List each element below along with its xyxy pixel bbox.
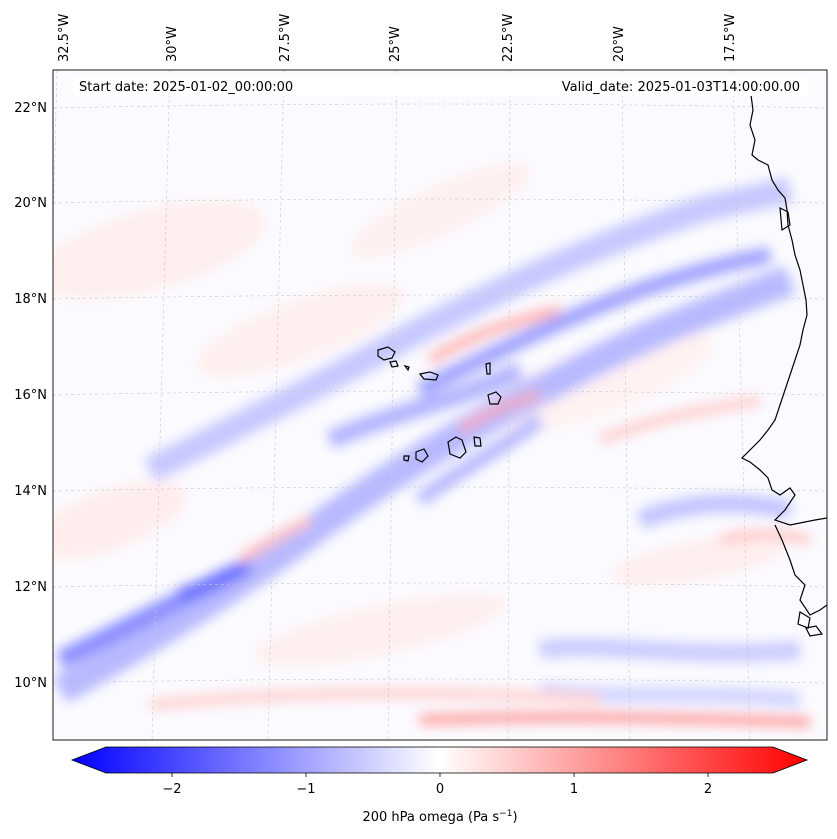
cape-verde-islands bbox=[377, 346, 502, 463]
lon-label-22-5w: 22.5°W bbox=[501, 14, 516, 62]
colorbar-tick-neg1: −1 bbox=[296, 782, 315, 797]
colorbar-title-end: ) bbox=[512, 810, 517, 825]
colorbar-tick-2: 2 bbox=[704, 782, 712, 797]
colorbar-ticks bbox=[171, 773, 709, 777]
lat-label-10n: 10°N bbox=[14, 676, 47, 691]
omega-field bbox=[53, 162, 811, 727]
lat-label-18n: 18°N bbox=[14, 292, 47, 307]
latitude-labels: 22°N 20°N 18°N 16°N 14°N 12°N 10°N bbox=[14, 101, 47, 691]
longitude-labels: 32.5°W 30°W 27.5°W 25°W 22.5°W 20°W 17.5… bbox=[57, 14, 738, 62]
lat-label-20n: 20°N bbox=[14, 196, 47, 211]
colorbar-tick-neg2: −2 bbox=[162, 782, 181, 797]
lon-label-32-5w: 32.5°W bbox=[57, 14, 72, 62]
map-frame bbox=[52, 69, 828, 741]
valid-date: Valid_date: 2025-01-03T14:00:00.00 bbox=[562, 80, 800, 95]
map-panel bbox=[53, 70, 827, 740]
lon-label-30w: 30°W bbox=[165, 26, 180, 62]
lat-label-22n: 22°N bbox=[14, 101, 47, 116]
colorbar-title-main: 200 hPa omega (Pa s bbox=[362, 810, 499, 825]
start-date: Start date: 2025-01-02_00:00:00 bbox=[79, 80, 293, 95]
colorbar-title: 200 hPa omega (Pa s−1) bbox=[362, 809, 517, 825]
lon-label-17-5w: 17.5°W bbox=[723, 14, 738, 62]
lon-label-27-5w: 27.5°W bbox=[278, 14, 293, 62]
coastline-africa bbox=[740, 94, 827, 637]
lon-label-25w: 25°W bbox=[388, 26, 403, 62]
lat-label-12n: 12°N bbox=[14, 580, 47, 595]
colorbar-tick-0: 0 bbox=[436, 782, 444, 797]
colorbar-title-sup: −1 bbox=[499, 809, 512, 819]
colorbar: −2 −1 0 1 2 200 hPa omega (Pa s−1) bbox=[70, 746, 809, 825]
colorbar-tick-1: 1 bbox=[570, 782, 578, 797]
lat-label-16n: 16°N bbox=[14, 388, 47, 403]
colorbar-body bbox=[70, 746, 809, 774]
lat-label-14n: 14°N bbox=[14, 484, 47, 499]
header-band bbox=[73, 76, 808, 96]
gridlines bbox=[53, 70, 827, 740]
lon-label-20w: 20°W bbox=[612, 26, 627, 62]
